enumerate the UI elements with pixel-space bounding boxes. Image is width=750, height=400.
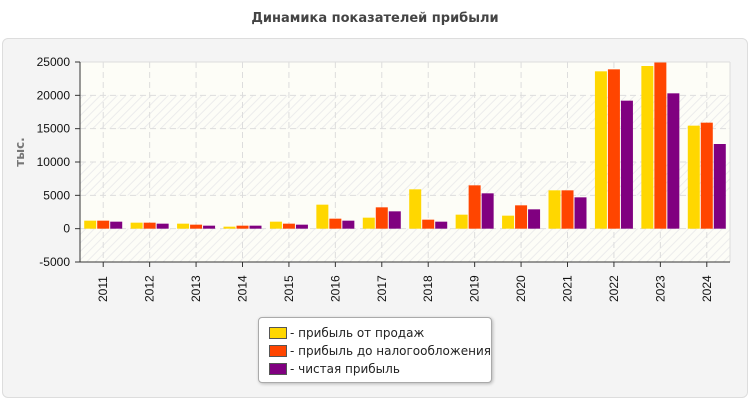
y-tick-label: 0 xyxy=(63,222,70,236)
bar-2016-s2 xyxy=(342,220,355,229)
bar-2019-s1 xyxy=(468,185,481,229)
x-tick-label: 2024 xyxy=(700,275,714,302)
bar-2020-s2 xyxy=(528,209,541,229)
plot-band xyxy=(80,228,730,262)
bar-2013-s1 xyxy=(190,224,203,229)
bar-2017-s1 xyxy=(375,207,388,229)
legend-label: - прибыль от продаж xyxy=(290,326,425,340)
legend-swatch xyxy=(269,327,287,339)
bar-2011-s2 xyxy=(110,221,123,229)
y-tick-label: 20000 xyxy=(37,88,71,102)
legend-item: - чистая прибыль xyxy=(269,360,491,378)
bar-2015-s0 xyxy=(269,221,282,229)
x-tick-label: 2021 xyxy=(561,275,575,302)
bar-2015-s1 xyxy=(282,223,295,229)
bar-2017-s0 xyxy=(362,217,375,229)
legend-item: - прибыль от продаж xyxy=(269,324,491,342)
bar-2018-s1 xyxy=(422,219,435,229)
bar-2011-s1 xyxy=(97,220,110,229)
legend-swatch xyxy=(269,363,287,375)
plot-band xyxy=(80,62,730,96)
bar-2014-s1 xyxy=(236,225,249,229)
bar-2017-s2 xyxy=(388,211,401,229)
bar-2024-s0 xyxy=(687,125,700,229)
bar-2012-s1 xyxy=(143,222,156,229)
bar-2016-s0 xyxy=(316,204,329,229)
bar-2016-s1 xyxy=(329,218,342,229)
x-tick-label: 2016 xyxy=(328,275,342,302)
x-tick-label: 2017 xyxy=(375,275,389,302)
bar-2014-s2 xyxy=(249,225,262,229)
bar-2023-s1 xyxy=(654,62,667,229)
x-tick-label: 2022 xyxy=(607,275,621,302)
bar-2021-s1 xyxy=(561,190,574,229)
x-tick-label: 2013 xyxy=(189,275,203,302)
bar-2019-s2 xyxy=(481,193,494,229)
legend-label: - прибыль до налогообложения xyxy=(290,344,491,358)
legend-item: - прибыль до налогообложения xyxy=(269,342,491,360)
bar-2018-s2 xyxy=(435,221,448,229)
bar-2023-s2 xyxy=(667,93,680,229)
y-tick-label: 5000 xyxy=(43,188,70,202)
legend-label: - чистая прибыль xyxy=(290,362,400,376)
x-tick-label: 2020 xyxy=(514,275,528,302)
x-tick-label: 2015 xyxy=(282,275,296,302)
x-tick-label: 2011 xyxy=(96,276,110,302)
bar-2024-s1 xyxy=(700,122,713,229)
bar-2013-s2 xyxy=(203,225,216,229)
chart-title: Динамика показателей прибыли xyxy=(251,11,499,26)
bar-2022-s0 xyxy=(594,71,607,229)
legend-swatch xyxy=(269,345,287,357)
y-tick-label: 25000 xyxy=(37,55,71,69)
bar-2019-s0 xyxy=(455,214,468,229)
bar-2011-s0 xyxy=(84,220,97,229)
bar-2024-s2 xyxy=(713,144,726,229)
bar-2012-s0 xyxy=(130,222,143,229)
x-tick-label: 2018 xyxy=(421,275,435,302)
bar-2020-s0 xyxy=(502,215,515,229)
y-tick-label: -5000 xyxy=(39,255,70,269)
bar-2021-s2 xyxy=(574,197,587,229)
y-axis-label: тыс. xyxy=(13,137,27,166)
bar-2012-s2 xyxy=(156,223,169,229)
x-tick-label: 2012 xyxy=(143,275,157,302)
x-tick-label: 2014 xyxy=(236,275,250,302)
x-tick-label: 2019 xyxy=(468,275,482,302)
x-tick-label: 2023 xyxy=(653,275,667,302)
bar-2021-s0 xyxy=(548,190,561,229)
bar-2022-s1 xyxy=(607,69,620,229)
bar-2022-s2 xyxy=(620,100,633,229)
y-tick-label: 10000 xyxy=(37,155,71,169)
bar-2013-s0 xyxy=(177,223,190,229)
y-tick-label: 15000 xyxy=(37,122,71,136)
bar-2018-s0 xyxy=(409,189,422,229)
bar-2020-s1 xyxy=(515,205,528,229)
bar-2023-s0 xyxy=(641,66,654,229)
bar-2014-s0 xyxy=(223,226,236,229)
legend: - прибыль от продаж - прибыль до налогооб… xyxy=(258,317,492,383)
bar-2015-s2 xyxy=(295,224,308,229)
